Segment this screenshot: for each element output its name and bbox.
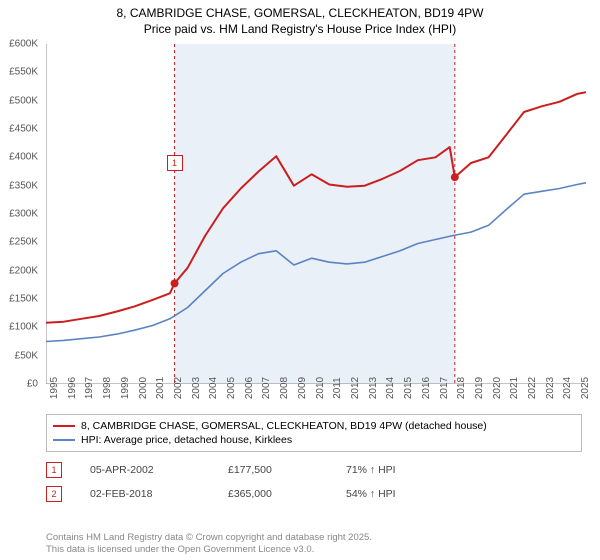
title-line-2: Price paid vs. HM Land Registry's House … <box>10 22 590 38</box>
x-tick-label: 1995 <box>49 377 60 399</box>
y-tick-label: £500K <box>0 95 38 106</box>
x-tick-label: 2023 <box>545 377 556 399</box>
y-tick-label: £150K <box>0 294 38 305</box>
x-tick-label: 1996 <box>67 377 78 399</box>
y-tick-label: £350K <box>0 180 38 191</box>
x-tick-label: 2024 <box>562 377 573 399</box>
x-tick-label: 2016 <box>421 377 432 399</box>
x-tick-label: 2010 <box>315 377 326 399</box>
title-line-1: 8, CAMBRIDGE CHASE, GOMERSAL, CLECKHEATO… <box>10 6 590 22</box>
chart-container: 8, CAMBRIDGE CHASE, GOMERSAL, CLECKHEATO… <box>0 0 600 560</box>
transaction-date-2: 02-FEB-2018 <box>90 488 200 500</box>
y-tick-label: £250K <box>0 237 38 248</box>
legend-item-hpi: HPI: Average price, detached house, Kirk… <box>53 433 575 447</box>
transaction-pct-1: 71% ↑ HPI <box>346 464 456 476</box>
x-tick-label: 2009 <box>297 377 308 399</box>
x-tick-label: 2015 <box>403 377 414 399</box>
x-tick-label: 2013 <box>368 377 379 399</box>
x-tick-label: 1997 <box>84 377 95 399</box>
transaction-price-2: £365,000 <box>228 488 318 500</box>
x-tick-label: 1998 <box>102 377 113 399</box>
legend: 8, CAMBRIDGE CHASE, GOMERSAL, CLECKHEATO… <box>46 414 582 452</box>
legend-swatch-property <box>53 425 75 427</box>
legend-label-property: 8, CAMBRIDGE CHASE, GOMERSAL, CLECKHEATO… <box>81 420 487 432</box>
transaction-row-2: 2 02-FEB-2018 £365,000 54% ↑ HPI <box>46 486 582 502</box>
x-tick-label: 2000 <box>138 377 149 399</box>
legend-swatch-hpi <box>53 439 75 441</box>
x-tick-label: 2011 <box>332 377 343 399</box>
transaction-price-1: £177,500 <box>228 464 318 476</box>
transaction-marker-1: 1 <box>46 462 62 478</box>
transaction-pct-2: 54% ↑ HPI <box>346 488 456 500</box>
legend-item-property: 8, CAMBRIDGE CHASE, GOMERSAL, CLECKHEATO… <box>53 419 575 433</box>
x-tick-label: 2022 <box>527 377 538 399</box>
chart-svg <box>46 44 586 384</box>
y-tick-label: £100K <box>0 322 38 333</box>
x-tick-label: 2005 <box>226 377 237 399</box>
x-tick-label: 2025 <box>580 377 591 399</box>
footer-line-1: Contains HM Land Registry data © Crown c… <box>46 532 372 544</box>
legend-label-hpi: HPI: Average price, detached house, Kirk… <box>81 434 292 446</box>
x-tick-label: 2004 <box>208 377 219 399</box>
transaction-row-1: 1 05-APR-2002 £177,500 71% ↑ HPI <box>46 462 582 478</box>
chart-title: 8, CAMBRIDGE CHASE, GOMERSAL, CLECKHEATO… <box>0 0 600 41</box>
x-tick-label: 2017 <box>439 377 450 399</box>
x-tick-label: 2021 <box>509 377 520 399</box>
chart-marker-1: 1 <box>167 155 183 171</box>
x-tick-label: 2001 <box>155 377 166 399</box>
x-tick-label: 2018 <box>456 377 467 399</box>
y-tick-label: £50K <box>0 350 38 361</box>
x-tick-label: 2003 <box>191 377 202 399</box>
x-tick-label: 2020 <box>492 377 503 399</box>
x-tick-label: 2008 <box>279 377 290 399</box>
transaction-date-1: 05-APR-2002 <box>90 464 200 476</box>
y-tick-label: £550K <box>0 67 38 78</box>
x-tick-label: 2002 <box>173 377 184 399</box>
transaction-marker-2: 2 <box>46 486 62 502</box>
footer: Contains HM Land Registry data © Crown c… <box>46 532 372 556</box>
x-tick-label: 2006 <box>244 377 255 399</box>
plot-area: £0£50K£100K£150K£200K£250K£300K£350K£400… <box>46 44 586 384</box>
x-tick-label: 2019 <box>474 377 485 399</box>
y-tick-label: £200K <box>0 265 38 276</box>
footer-line-2: This data is licensed under the Open Gov… <box>46 544 372 556</box>
y-tick-label: £600K <box>0 39 38 50</box>
x-tick-label: 2014 <box>385 377 396 399</box>
y-tick-label: £450K <box>0 124 38 135</box>
y-tick-label: £400K <box>0 152 38 163</box>
x-tick-label: 2012 <box>350 377 361 399</box>
x-tick-label: 1999 <box>120 377 131 399</box>
y-tick-label: £0 <box>0 379 38 390</box>
y-tick-label: £300K <box>0 209 38 220</box>
x-tick-label: 2007 <box>261 377 272 399</box>
